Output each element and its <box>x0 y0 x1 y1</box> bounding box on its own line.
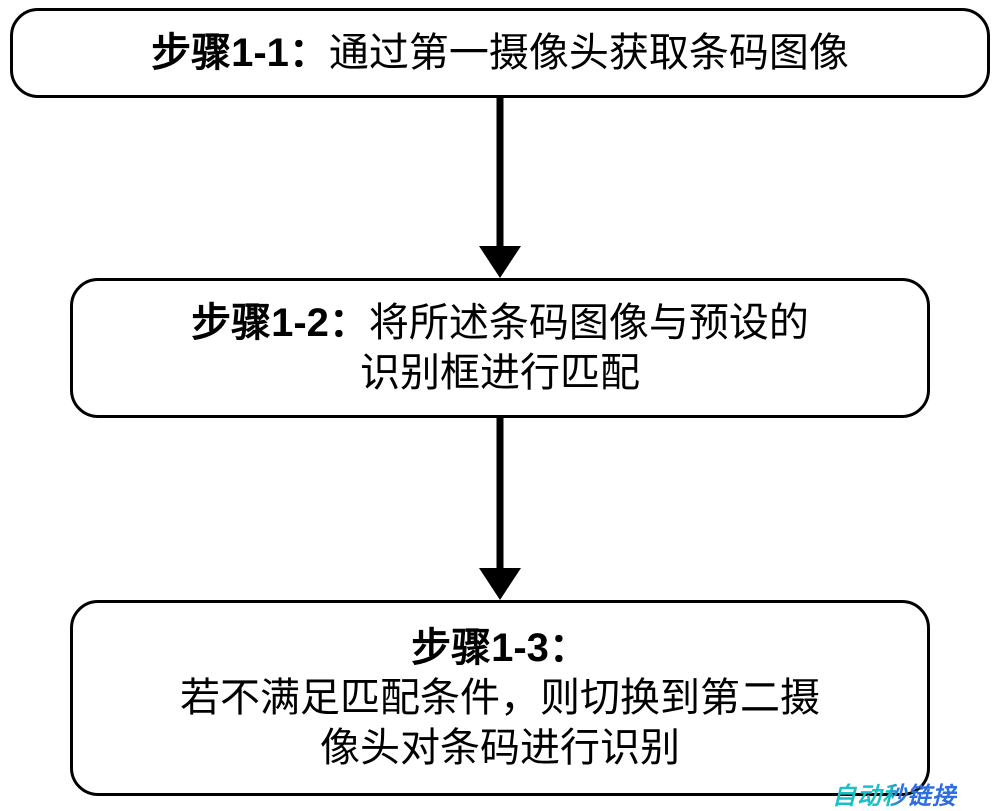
node-label: 步骤1-3： <box>411 623 589 673</box>
node-text: 将所述条码图像与预设的 <box>369 301 809 345</box>
node-text: 通过第一摄像头获取条码图像 <box>329 31 849 75</box>
node-text: 识别框进行匹配 <box>360 348 640 398</box>
arrowhead-icon <box>479 246 521 278</box>
node-text: 像头对条码进行识别 <box>320 723 680 773</box>
node-text: 若不满足匹配条件，则切换到第二摄 <box>180 673 820 723</box>
flow-arrow <box>479 418 521 600</box>
flow-node-n2: 步骤1-2：将所述条码图像与预设的识别框进行匹配 <box>70 278 930 418</box>
node-line: 步骤1-1：通过第一摄像头获取条码图像 <box>151 28 849 78</box>
flow-node-n3: 步骤1-3：若不满足匹配条件，则切换到第二摄像头对条码进行识别 <box>70 600 930 796</box>
flow-arrow <box>479 98 521 278</box>
node-label: 步骤1-2： <box>191 301 369 345</box>
arrowhead-icon <box>479 568 521 600</box>
watermark: 自动秒链接 <box>832 776 957 811</box>
watermark-text: 自动秒链接 <box>832 783 957 810</box>
node-label: 步骤1-1： <box>151 31 329 75</box>
flow-node-n1: 步骤1-1：通过第一摄像头获取条码图像 <box>10 8 990 98</box>
node-line: 步骤1-2：将所述条码图像与预设的 <box>191 298 809 348</box>
